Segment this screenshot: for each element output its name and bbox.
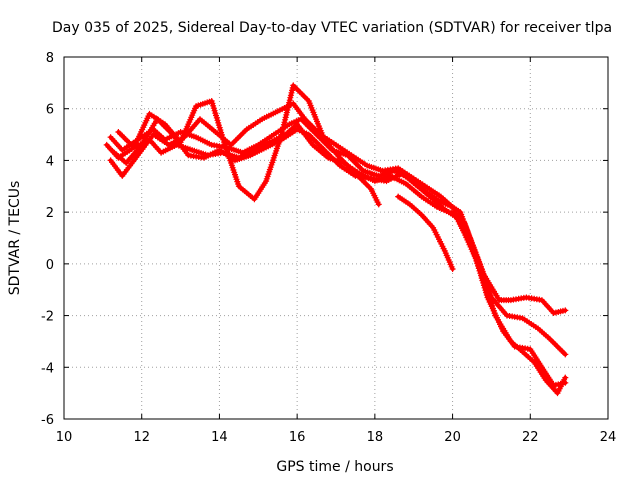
x-axis-label: GPS time / hours [276,459,393,475]
y-axis-label: SDTVAR / TECUs [7,181,23,296]
x-tick-label: 14 [211,430,228,445]
x-tick-label: 10 [56,430,73,445]
series-track-5 [115,82,382,208]
y-tick-label: -4 [41,361,54,376]
data-point-marker [562,307,569,314]
data-point-marker [562,374,569,381]
y-tick-label: -2 [41,310,54,325]
x-tick-label: 20 [444,430,461,445]
y-tick-label: 4 [46,154,54,169]
x-tick-label: 22 [522,430,539,445]
grid [64,57,608,419]
x-tick-label: 12 [133,430,150,445]
plot-frame [63,56,609,420]
data-point-marker [375,201,382,208]
y-tick-label: 2 [46,206,54,221]
series-layer [103,82,569,397]
y-tick-label: 8 [46,51,54,66]
data-point-marker [449,266,456,272]
x-tick-label: 16 [289,430,306,445]
y-tick-label: -6 [41,413,54,428]
chart-title: Day 035 of 2025, Sidereal Day-to-day VTE… [52,20,612,36]
series-track-6 [395,193,456,272]
y-tick-label: 0 [46,258,54,273]
y-tick-label: 6 [46,103,54,118]
data-point-marker [562,351,569,358]
x-tick-label: 24 [600,430,617,445]
x-tick-label: 18 [367,430,384,445]
